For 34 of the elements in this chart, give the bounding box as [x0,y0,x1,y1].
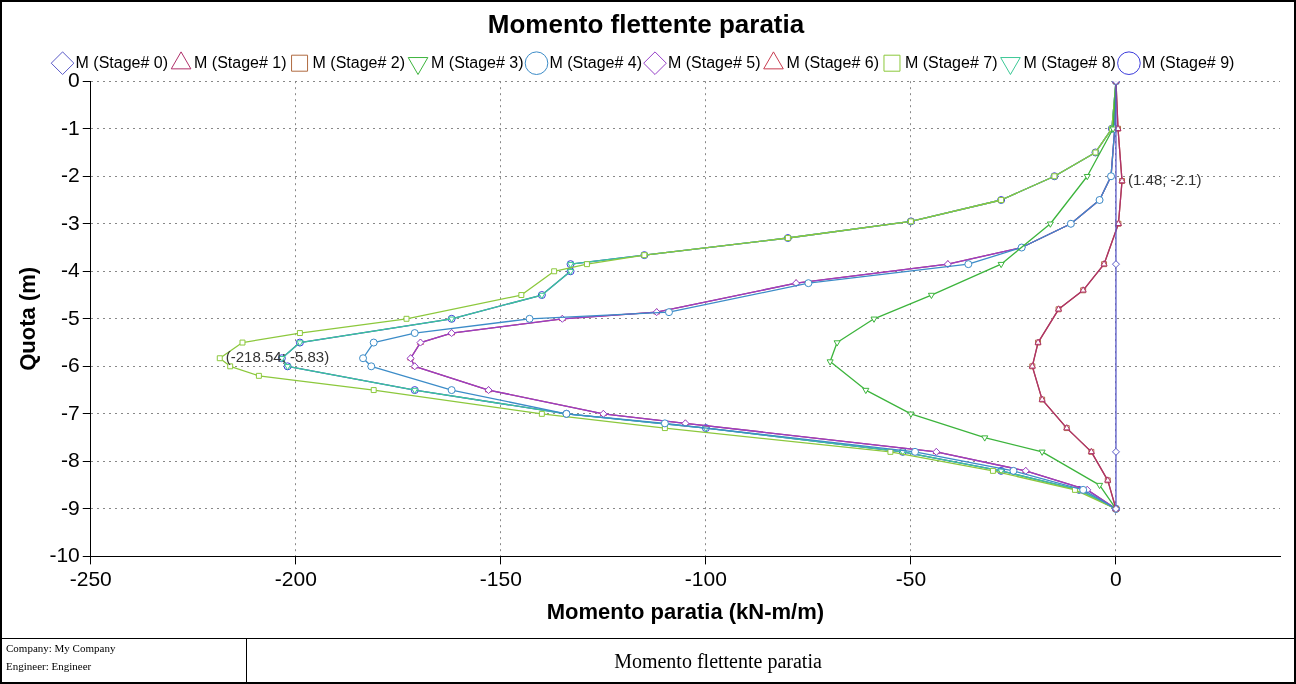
x-tick-label: -250 [69,566,112,590]
y-tick-label: -10 [49,543,80,567]
x-tick-label: -150 [479,566,522,590]
x-tick-label: 0 [1110,566,1122,590]
legend-label: M (Stage# 1) [194,53,287,71]
chart-title: Momento flettente paratia [487,8,805,39]
y-tick-label: -9 [61,495,80,519]
x-tick-label: -200 [274,566,317,590]
text: Company: My Company [6,641,117,656]
legend-label: M (Stage# 6) [786,53,879,71]
text: Engineer: Engineer [6,659,93,674]
x-tick-label: -100 [684,566,727,590]
y-tick-label: -6 [61,353,80,377]
y-tick-label: -5 [61,305,80,329]
legend-label: M (Stage# 2) [312,53,406,71]
y-axis-title: Quota (m) [15,266,41,371]
legend-label: M (Stage# 8) [1023,53,1116,71]
y-tick-label: -3 [61,210,80,234]
y-tick-label: -1 [61,115,80,139]
legend-label: M (Stage# 0) [75,53,169,71]
annotation: (1.48; -2.1) [1128,171,1202,189]
y-tick-label: 0 [68,68,80,91]
x-tick-label: -50 [895,566,927,590]
y-tick-label: -7 [61,400,80,424]
x-axis-title: Momento paratia (kN-m/m) [546,598,825,624]
text: Momento flettente paratia [613,649,823,675]
y-tick-label: -4 [61,258,81,282]
legend-label: M (Stage# 3) [431,53,524,71]
legend-label: M (Stage# 7) [904,53,998,71]
y-tick-label: -8 [61,448,80,472]
legend-label: M (Stage# 9) [1141,53,1235,71]
legend-label: M (Stage# 5) [668,53,761,71]
y-tick-label: -2 [61,163,80,187]
legend-label: M (Stage# 4) [549,53,642,71]
